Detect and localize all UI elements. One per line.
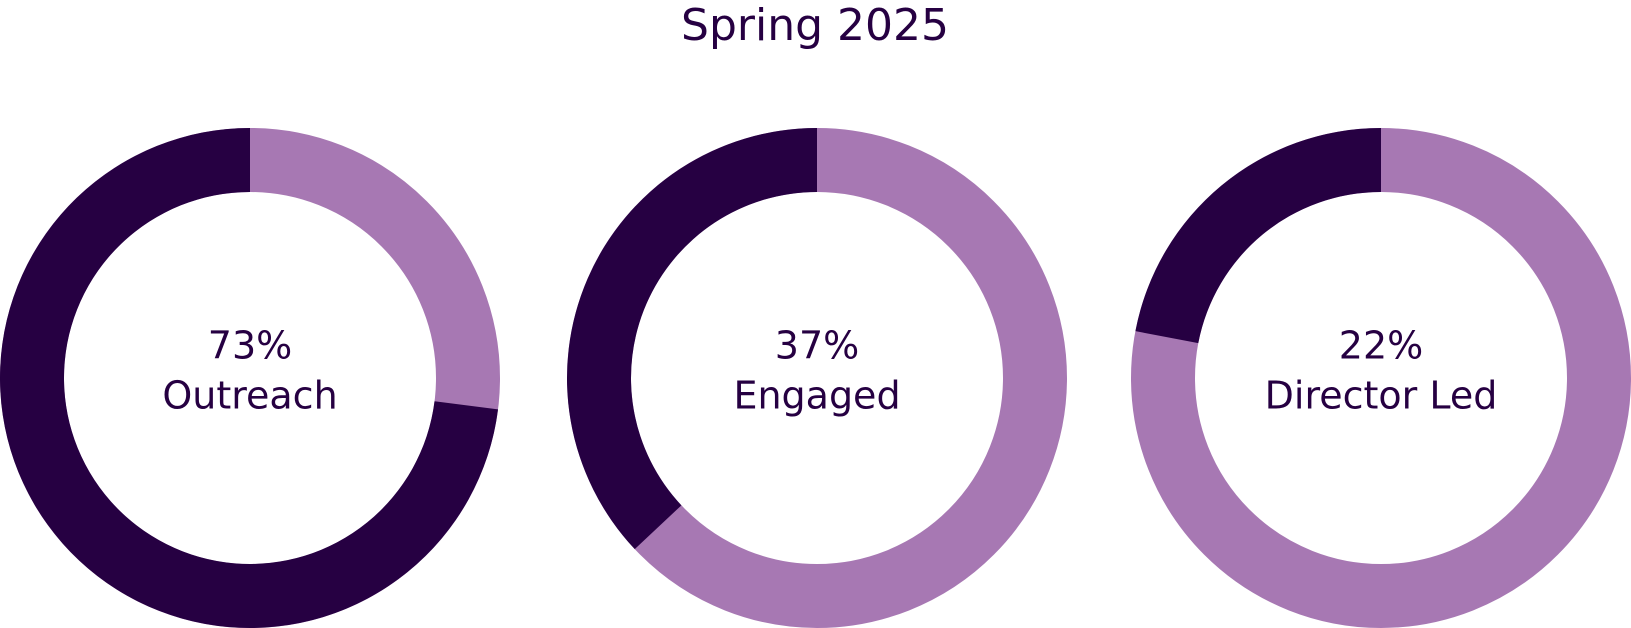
- value-label: 22%: [1339, 324, 1423, 368]
- donut-segment: [567, 128, 817, 550]
- category-label: Director Led: [1265, 374, 1498, 418]
- category-label: Engaged: [733, 374, 900, 418]
- donut-segment: [1135, 128, 1381, 344]
- category-label: Outreach: [162, 374, 337, 418]
- chart-title: Spring 2025: [681, 0, 949, 51]
- value-label: 37%: [775, 324, 859, 368]
- value-label: 73%: [208, 324, 292, 368]
